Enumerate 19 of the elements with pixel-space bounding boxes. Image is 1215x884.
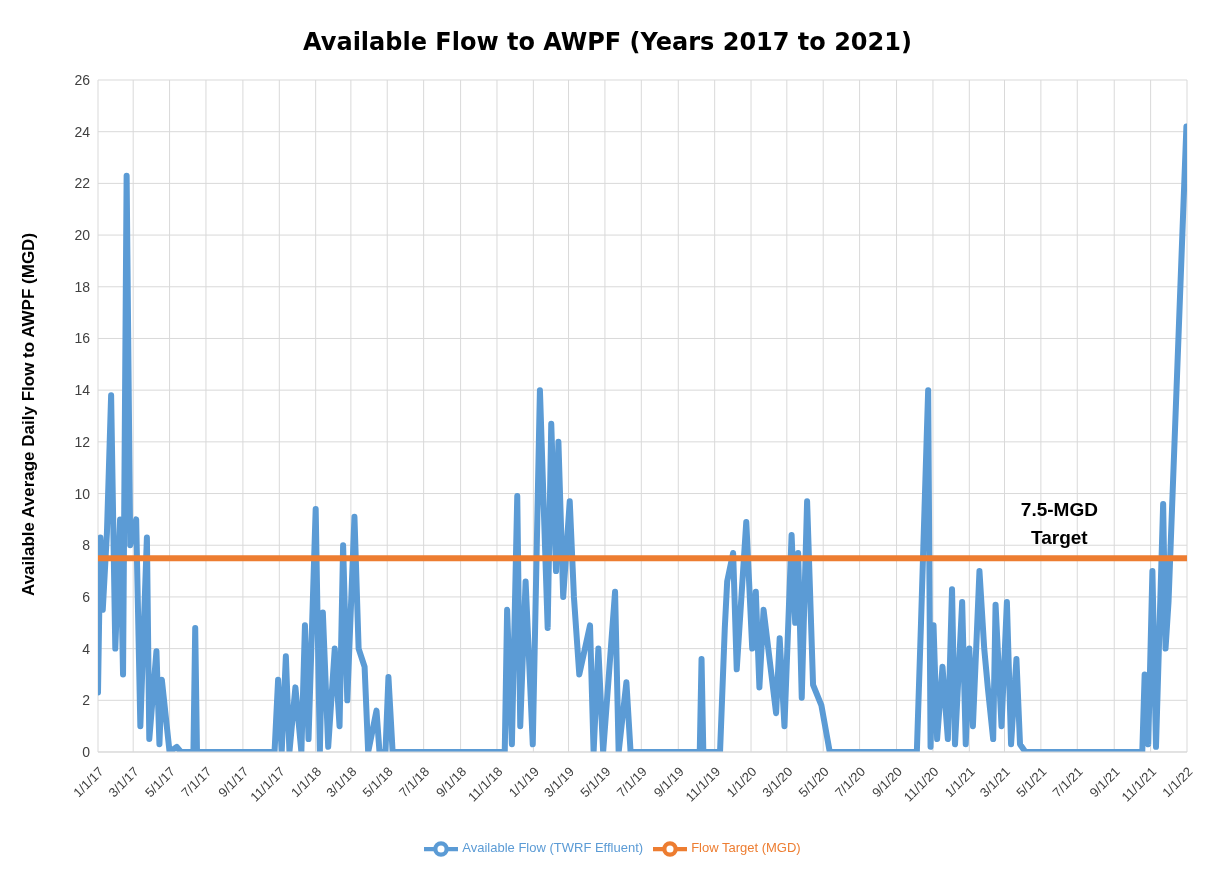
y-tick-label: 4 — [82, 640, 91, 657]
legend-label: Flow Target (MGD) — [691, 840, 801, 856]
chart-title: Available Flow to AWPF (Years 2017 to 2021) — [302, 27, 913, 58]
y-tick-label: 16 — [74, 330, 91, 347]
y-tick-label: 18 — [74, 278, 91, 295]
y-tick-label: 10 — [74, 485, 91, 502]
y-axis-title: Available Average Daily Flow to AWPF (MGD) — [19, 232, 39, 596]
y-tick-label: 20 — [74, 227, 91, 244]
y-tick-label: 22 — [74, 175, 91, 192]
y-tick-label: 8 — [82, 537, 91, 554]
annotation: 7.5-MGD Target — [1020, 499, 1098, 549]
y-tick-label: 6 — [82, 588, 91, 605]
y-tick-label: 14 — [74, 382, 91, 399]
y-tick-label: 0 — [82, 743, 91, 760]
y-tick-label: 2 — [82, 692, 91, 709]
y-tick-label: 12 — [74, 433, 91, 450]
legend-label: Available Flow (TWRF Effluent) — [462, 840, 644, 856]
y-tick-label: 26 — [74, 71, 91, 88]
y-tick-label: 24 — [74, 123, 91, 140]
